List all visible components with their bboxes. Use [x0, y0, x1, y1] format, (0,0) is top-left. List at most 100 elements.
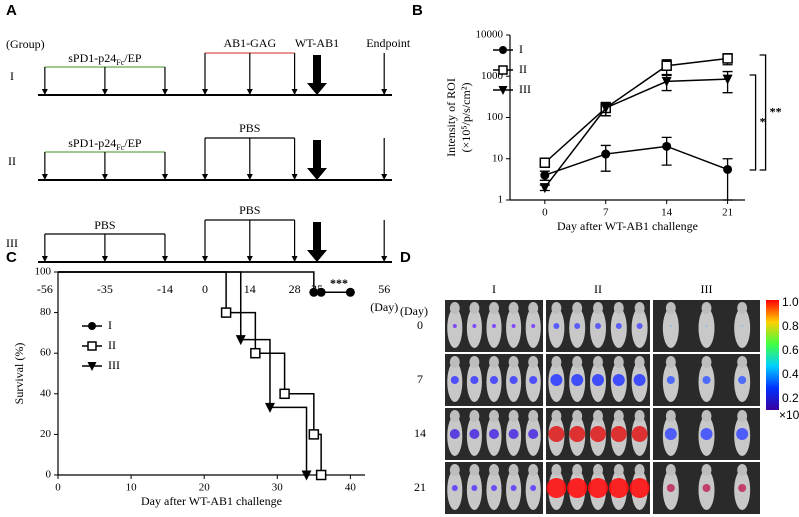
signal	[449, 429, 460, 439]
marker	[539, 157, 551, 168]
arrow-head	[246, 89, 253, 95]
mouse-head	[508, 356, 519, 368]
day-label: 21	[414, 480, 426, 494]
endpoint-label: Endpoint	[366, 36, 411, 50]
signal	[548, 426, 565, 442]
y-tick-label: 40	[40, 387, 52, 399]
signal	[451, 485, 458, 491]
challenge-arrow	[307, 140, 327, 180]
arrow-head	[291, 89, 298, 95]
mouse-head	[449, 410, 460, 422]
x-axis-label: Day after WT-AB1 challenge	[557, 219, 698, 233]
x-tick-label: 0	[55, 482, 61, 494]
mouse-head	[489, 302, 499, 314]
mouse-head	[737, 464, 748, 476]
marker	[250, 347, 261, 359]
signal	[472, 324, 477, 328]
mouse-head	[665, 302, 676, 314]
panel-label: B	[412, 2, 423, 19]
y-axis-label: (×10⁵/p/s/cm²)	[459, 83, 473, 153]
error-bar	[722, 158, 733, 201]
x-axis-label: Day after WT-AB1 challenge	[141, 494, 282, 508]
arrow-head	[381, 89, 388, 95]
group-label: II	[8, 154, 16, 168]
arrow-head	[161, 256, 168, 262]
significance-label: *	[760, 114, 766, 128]
signal	[571, 374, 584, 386]
mouse-head	[701, 356, 712, 368]
mouse-head	[701, 410, 712, 422]
day-unit: (Day)	[370, 300, 398, 314]
mouse-head	[613, 302, 624, 314]
mouse-head	[572, 302, 583, 314]
signal	[738, 376, 747, 384]
signal	[508, 429, 519, 439]
arrow-head	[101, 256, 108, 262]
mouse-head	[572, 356, 583, 368]
mouse-head	[737, 302, 748, 314]
prime-label-part: sPD1-p24	[68, 51, 116, 65]
day-label: -14	[157, 282, 173, 296]
mouse-head	[551, 356, 562, 368]
series-line	[544, 145, 728, 176]
mouse-head	[489, 410, 499, 422]
mouse-head	[508, 302, 519, 314]
prime-label-part: PBS	[94, 218, 115, 232]
mouse-head	[634, 356, 645, 368]
mouse-head	[528, 302, 539, 314]
signal	[550, 374, 563, 386]
y-tick-label: 100	[487, 111, 504, 123]
arrow-head	[202, 256, 208, 262]
legend-label: II	[519, 62, 527, 76]
panel-label: D	[400, 249, 411, 266]
signal	[588, 478, 608, 498]
marker	[601, 149, 611, 159]
signal	[592, 374, 604, 386]
mouse-head	[665, 464, 676, 476]
mouse-head	[613, 410, 624, 422]
significance-label: **	[770, 104, 782, 118]
marker	[722, 74, 733, 85]
signal	[553, 323, 560, 329]
mouse-head	[613, 356, 624, 368]
prime-label-part: /EP	[124, 136, 142, 150]
marker	[87, 341, 97, 351]
signal	[738, 484, 747, 492]
group-heading: (Group)	[6, 37, 45, 51]
y-tick-label: 10	[492, 152, 504, 164]
colorbar	[766, 300, 779, 410]
marker	[315, 469, 327, 481]
arrow-head	[161, 174, 168, 180]
signal	[528, 429, 539, 439]
marker	[539, 183, 550, 194]
mouse-head	[593, 356, 603, 368]
challenge-arrow	[307, 222, 327, 262]
marker	[661, 76, 672, 87]
mouse	[662, 308, 679, 348]
colorbar-unit: ×10⁶	[779, 408, 799, 422]
signal	[700, 428, 713, 440]
signal	[489, 429, 499, 439]
mouse-head	[489, 464, 499, 476]
mouse-head	[572, 410, 583, 422]
mouse-head	[469, 410, 480, 422]
signal	[574, 323, 581, 329]
mouse-head	[469, 302, 480, 314]
x-tick-label: 7	[603, 207, 609, 219]
mouse-head	[737, 410, 748, 422]
mouse-head	[551, 302, 562, 314]
survival-curve	[58, 271, 308, 475]
marker	[235, 335, 246, 346]
mouse-head	[634, 410, 645, 422]
marker	[662, 141, 672, 151]
signal	[569, 426, 586, 442]
signal	[531, 324, 536, 328]
mouse-head	[665, 410, 676, 422]
signal	[509, 376, 518, 384]
colorbar-tick-label: 0.8	[782, 319, 799, 333]
signal	[492, 324, 496, 328]
mouse-head	[593, 410, 603, 422]
mouse-head	[489, 356, 499, 368]
prime-label-part: Fc	[116, 58, 124, 67]
